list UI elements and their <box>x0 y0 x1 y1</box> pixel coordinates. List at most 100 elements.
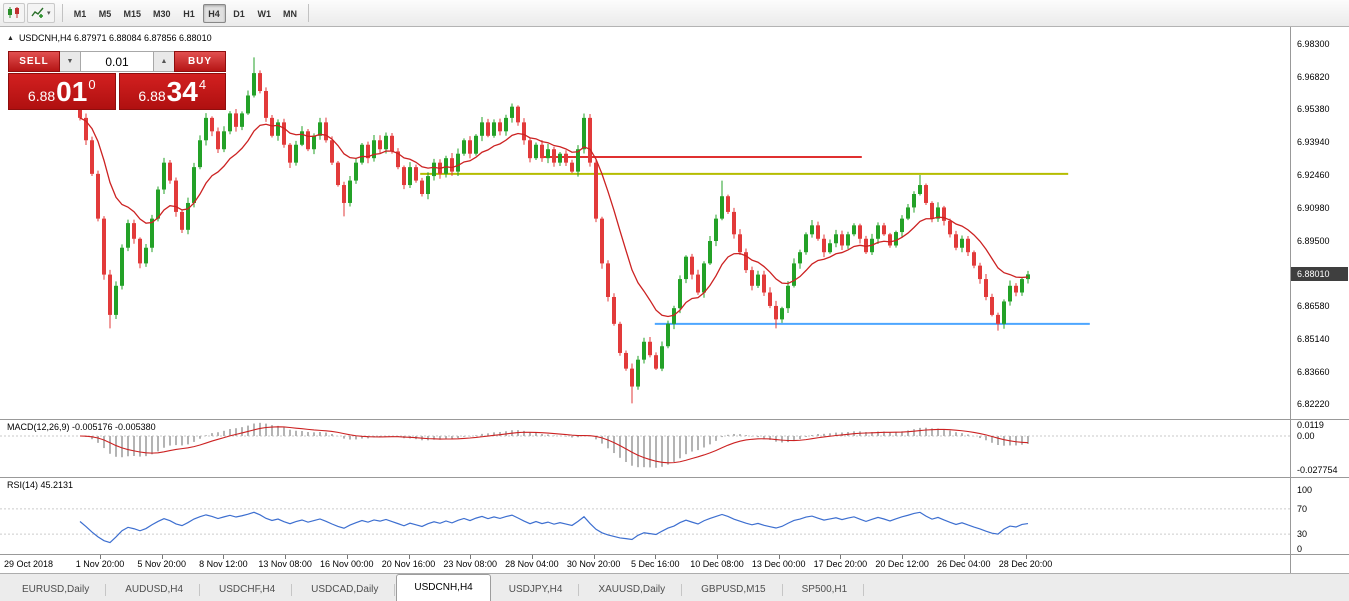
symbol-ohlc-text: USDCNH,H4 6.87971 6.88084 6.87856 6.8801… <box>18 33 212 43</box>
macd-chart[interactable] <box>0 420 1290 478</box>
rsi-axis[interactable]: 100 70 30 0 <box>1290 478 1349 554</box>
price-tick-label: 6.98300 <box>1297 39 1330 49</box>
time-axis-tick <box>223 555 225 559</box>
sell-price-point: 0 <box>88 77 96 92</box>
macd-signal-line <box>79 426 1029 464</box>
time-axis-label: 23 Nov 08:00 <box>443 559 497 569</box>
time-axis-label: 13 Dec 00:00 <box>751 559 806 569</box>
volume-increase-button[interactable]: ▲ <box>154 51 174 72</box>
timeframe-h1-button[interactable]: H1 <box>183 8 195 19</box>
buy-button[interactable]: BUY <box>174 51 226 72</box>
sell-price-main: 6.88 <box>27 88 56 104</box>
timeframe-d1-button[interactable]: D1 <box>233 8 245 19</box>
chart-tab-gbpusd-m15[interactable]: GBPUSD,M15 <box>683 577 784 601</box>
time-axis-tick <box>161 555 163 559</box>
sell-price-button[interactable]: 6.88 01 0 <box>8 73 116 110</box>
chart-tab-usdcad-daily[interactable]: USDCAD,Daily <box>293 577 396 601</box>
timeframe-m5-button[interactable]: M5 <box>98 8 112 19</box>
time-axis-label: 16 Nov 00:00 <box>320 559 374 569</box>
buy-price-point: 4 <box>198 77 207 92</box>
time-axis-tick <box>1025 555 1027 559</box>
trend-lines <box>420 156 1090 325</box>
chart-tab-xauusd-daily[interactable]: XAUUSD,Daily <box>580 577 683 601</box>
time-axis-tick <box>655 555 657 559</box>
buy-price-button[interactable]: 6.88 34 4 <box>118 73 226 110</box>
timeframe-m1-button[interactable]: M1 <box>73 8 87 19</box>
top-toolbar: ▾ M1 M5 M15 M30 H1 H4 D1 W1 MN <box>0 0 1349 27</box>
time-axis-tick <box>840 555 842 559</box>
time-axis-label: 17 Dec 20:00 <box>813 559 868 569</box>
buy-price-main: 6.88 <box>138 88 166 104</box>
chart-ohlc-label: ▲ USDCNH,H4 6.87971 6.88084 6.87856 6.88… <box>7 33 212 43</box>
macd-tick-label: 0.00 <box>1297 431 1315 441</box>
price-axis[interactable]: 6.88010 6.98300 6.96820 6.95380 6.93940 6.92… <box>1290 27 1349 419</box>
timeframe-m15-button[interactable]: M15 <box>123 8 142 19</box>
price-tick-label: 6.93940 <box>1297 136 1330 147</box>
toolbar-separator <box>61 4 63 22</box>
sell-price-pips: 01 <box>56 76 88 107</box>
time-axis-tick <box>285 555 287 559</box>
moving-average-line <box>79 117 1029 318</box>
rsi-chart[interactable] <box>0 478 1290 555</box>
one-click-trading-panel: SELL ▼ ▲ BUY 6.88 01 0 6.88 34 4 <box>8 51 226 110</box>
indicators-button[interactable]: ▾ <box>27 3 55 23</box>
time-axis-label: 29 Oct 2018 <box>4 559 54 569</box>
current-price-badge: 6.88010 <box>1291 267 1348 282</box>
time-axis-label: 10 Dec 08:00 <box>690 559 744 569</box>
time-axis-tick <box>778 555 780 559</box>
time-axis-tick <box>100 555 101 559</box>
timeframe-m30-button[interactable]: M30 <box>153 8 171 19</box>
time-axis-tick <box>963 555 965 559</box>
chevron-down-icon: ▾ <box>47 10 51 17</box>
volume-decrease-button[interactable]: ▼ <box>60 51 80 72</box>
price-tick-label: 6.86580 <box>1297 301 1330 312</box>
time-axis-tick <box>902 555 904 559</box>
sell-button[interactable]: SELL <box>8 51 60 72</box>
price-chart-panel: ▲ USDCNH,H4 6.87971 6.88084 6.87856 6.88… <box>0 27 1349 420</box>
timeframe-h4-button[interactable]: H4 <box>202 3 226 23</box>
time-axis-tick <box>470 555 472 559</box>
volume-input[interactable] <box>80 51 154 72</box>
time-axis[interactable]: 29 Oct 2018 1 Nov 20:00 5 Nov 20:00 8 Nov 1… <box>0 555 1349 573</box>
one-click-panel-toggle-icon[interactable]: ▲ <box>7 34 14 42</box>
time-axis-label: 20 Nov 16:00 <box>381 559 436 569</box>
time-axis-label: 8 Nov 12:00 <box>199 559 248 569</box>
macd-axis[interactable]: 0.0119 0.00 -0.027754 <box>1290 420 1349 477</box>
chart-tabs: EURUSD,Daily AUDUSD,H4 USDCHF,H4 USDCAD,Dai… <box>0 573 1349 601</box>
price-tick-label: 6.92460 <box>1297 169 1330 180</box>
time-axis-label: 1 Nov 20:00 <box>75 559 125 569</box>
chart-tab-usdjpy-h4[interactable]: USDJPY,H4 <box>491 577 581 601</box>
price-chart[interactable] <box>0 27 1290 420</box>
time-axis-corner <box>1290 555 1349 573</box>
time-axis-label: 5 Dec 16:00 <box>631 559 680 569</box>
timeframe-w1-button[interactable]: W1 <box>257 8 272 19</box>
candles <box>78 57 1030 404</box>
chart-type-button[interactable] <box>3 3 25 23</box>
rsi-tick-label: 70 <box>1297 503 1308 514</box>
time-axis-label: 28 Dec 20:00 <box>998 559 1053 569</box>
price-tick-label: 6.85140 <box>1297 333 1330 344</box>
rsi-tick-label: 0 <box>1297 544 1303 554</box>
toolbar-separator <box>308 4 310 22</box>
macd-panel: MACD(12,26,9) -0.005176 -0.005380 0.0119… <box>0 420 1349 478</box>
rsi-label: RSI(14) 45.2131 <box>7 480 74 490</box>
price-tick-label: 6.95380 <box>1297 104 1330 115</box>
timeframe-buttons: M1 M5 M15 M30 H1 H4 D1 W1 MN <box>68 3 304 23</box>
chart-tab-audusd-h4[interactable]: AUDUSD,H4 <box>107 577 201 601</box>
time-axis-label: 5 Nov 20:00 <box>137 559 186 569</box>
time-axis-tick <box>531 555 533 559</box>
candlestick-chart-icon <box>7 6 21 21</box>
time-axis-tick <box>717 555 718 559</box>
chart-tab-usdchf-h4[interactable]: USDCHF,H4 <box>201 577 293 601</box>
time-axis-tick <box>346 555 348 559</box>
macd-tick-label: -0.027754 <box>1297 464 1338 475</box>
price-tick-label: 6.96820 <box>1297 72 1330 83</box>
timeframe-mn-button[interactable]: MN <box>283 8 298 19</box>
price-tick-label: 6.89500 <box>1297 236 1330 246</box>
time-axis-label: 13 Nov 08:00 <box>258 559 312 569</box>
time-axis-label: 26 Dec 04:00 <box>937 559 991 569</box>
chart-tab-eurusd-daily[interactable]: EURUSD,Daily <box>4 577 107 601</box>
chart-tab-usdcnh-h4[interactable]: USDCNH,H4 <box>396 574 491 601</box>
chart-tab-sp500-h1[interactable]: SP500,H1 <box>784 577 866 601</box>
price-tick-label: 6.83660 <box>1297 366 1330 377</box>
